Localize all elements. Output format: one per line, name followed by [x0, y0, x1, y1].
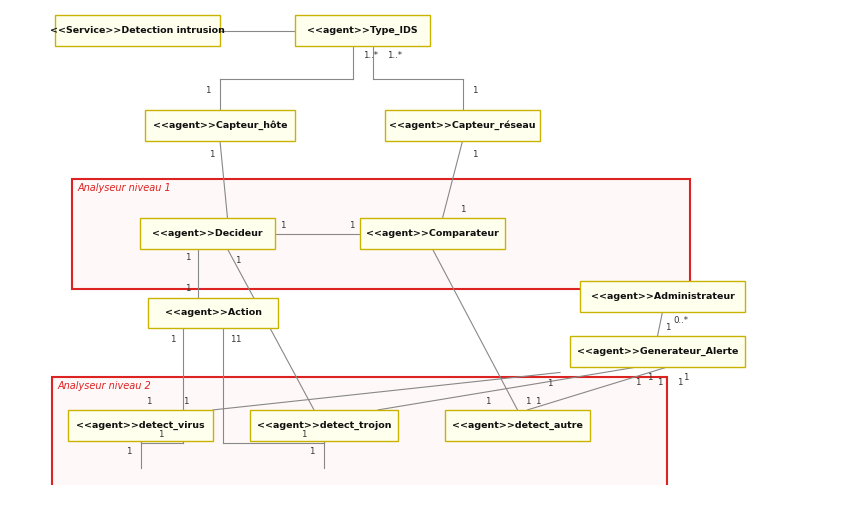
FancyBboxPatch shape: [145, 110, 295, 141]
Text: 1: 1: [230, 335, 236, 344]
Text: 1..*: 1..*: [363, 51, 378, 60]
Text: 1: 1: [184, 284, 190, 293]
FancyBboxPatch shape: [570, 336, 745, 367]
FancyBboxPatch shape: [140, 218, 275, 249]
Text: 1: 1: [309, 447, 315, 456]
Text: 1: 1: [485, 397, 490, 406]
FancyBboxPatch shape: [68, 410, 213, 441]
Text: 1: 1: [525, 397, 530, 406]
Text: <<agent>>detect_trojon: <<agent>>detect_trojon: [257, 421, 391, 430]
Text: 1: 1: [301, 430, 307, 438]
FancyBboxPatch shape: [148, 298, 278, 328]
Text: 1: 1: [665, 323, 670, 332]
Text: <<agent>>Comparateur: <<agent>>Comparateur: [366, 229, 499, 238]
Text: 1: 1: [184, 253, 190, 262]
Text: 1: 1: [158, 430, 163, 438]
Text: 1: 1: [547, 379, 553, 388]
Text: 1: 1: [472, 150, 477, 159]
Text: <<agent>>Generateur_Alerte: <<agent>>Generateur_Alerte: [577, 347, 738, 356]
Text: 1: 1: [281, 221, 286, 230]
FancyBboxPatch shape: [250, 410, 398, 441]
Text: 0..*: 0..*: [673, 316, 688, 325]
Text: 1: 1: [647, 374, 652, 383]
Text: 1: 1: [170, 335, 176, 344]
Text: <<agent>>Capteur_réseau: <<agent>>Capteur_réseau: [390, 121, 535, 131]
Text: Analyseur niveau 2: Analyseur niveau 2: [58, 381, 152, 391]
Text: 1: 1: [683, 374, 688, 383]
Text: 1: 1: [126, 447, 131, 456]
Text: <<agent>>Capteur_hôte: <<agent>>Capteur_hôte: [153, 121, 287, 131]
Text: 1: 1: [235, 256, 240, 265]
Text: <<agent>>Type_IDS: <<agent>>Type_IDS: [307, 26, 418, 35]
Text: <<agent>>detect_virus: <<agent>>detect_virus: [76, 421, 205, 430]
Text: <<agent>>Administrateur: <<agent>>Administrateur: [590, 292, 734, 301]
Text: 1: 1: [235, 335, 241, 344]
Text: 1: 1: [205, 86, 211, 95]
Text: 1: 1: [146, 397, 151, 406]
FancyBboxPatch shape: [580, 281, 745, 312]
Text: 1: 1: [349, 221, 354, 230]
Text: 1: 1: [460, 205, 465, 214]
FancyBboxPatch shape: [445, 410, 590, 441]
Text: <<agent>>Action: <<agent>>Action: [165, 308, 262, 317]
FancyBboxPatch shape: [295, 15, 430, 46]
FancyBboxPatch shape: [385, 110, 540, 141]
Text: 1: 1: [635, 378, 640, 387]
Text: 1: 1: [183, 397, 188, 406]
Text: 1: 1: [535, 397, 541, 406]
FancyBboxPatch shape: [55, 15, 220, 46]
Text: 1: 1: [472, 86, 477, 95]
Text: 1: 1: [677, 378, 682, 387]
FancyBboxPatch shape: [360, 218, 505, 249]
Text: <<Service>>Detection intrusion: <<Service>>Detection intrusion: [50, 26, 225, 35]
Text: <<agent>>detect_autre: <<agent>>detect_autre: [452, 421, 583, 430]
Text: Analyseur niveau 1: Analyseur niveau 1: [78, 183, 172, 193]
Text: 1..*: 1..*: [387, 51, 402, 60]
Text: <<agent>>Decideur: <<agent>>Decideur: [152, 229, 263, 238]
Bar: [52, 377, 667, 487]
Bar: [72, 179, 690, 289]
Text: 1: 1: [656, 378, 662, 387]
Text: 1: 1: [209, 150, 214, 159]
